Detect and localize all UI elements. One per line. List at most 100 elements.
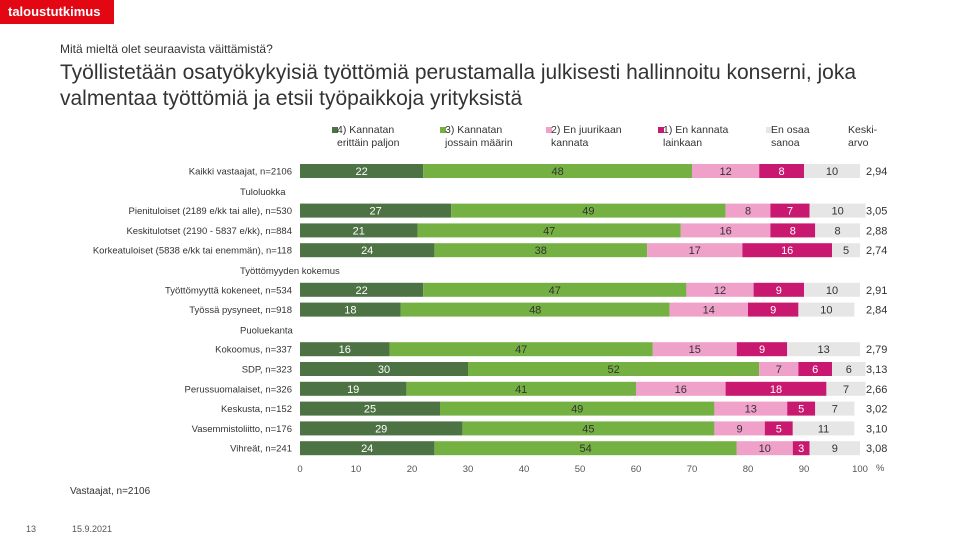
bar-value-label: 47	[543, 225, 555, 237]
bar-segment-s4	[770, 223, 816, 238]
legend-label-s4: lainkaan	[663, 137, 702, 149]
bar-value-label: 3	[798, 443, 804, 455]
bar-value-label: 47	[515, 344, 527, 356]
bar-value-label: 5	[798, 404, 804, 416]
row-label: Vasemmistoliitto, n=176	[192, 424, 292, 435]
bar-segment-s3	[759, 362, 799, 376]
bar-value-label: 54	[579, 443, 591, 455]
bar-value-label: 9	[832, 443, 838, 455]
question-text: Mitä mieltä olet seuraavista väittämistä…	[60, 42, 273, 56]
row-label: Kokoomus, n=337	[215, 345, 292, 356]
bar-value-label: 29	[375, 423, 387, 435]
bar-segment-s2	[440, 401, 715, 416]
row-label: Pienituloiset (2189 e/kk tai alle), n=53…	[129, 206, 292, 217]
row-label: Keskusta, n=152	[221, 404, 292, 415]
bar-segment-s1	[300, 421, 463, 436]
bar-value-label: 22	[355, 166, 367, 178]
chart-title: Työllistetään osatyökykyisiä työttömiä p…	[60, 61, 857, 110]
bar-segment-s1	[300, 282, 424, 297]
bar-value-label: 21	[353, 225, 365, 237]
bar-segment-s1	[300, 164, 424, 178]
bar-value-label: 5	[843, 245, 849, 257]
bar-segment-s4	[792, 441, 810, 456]
bar-segment-s5	[804, 164, 860, 178]
bar-value-label: 41	[515, 384, 527, 396]
brand-logo: taloustutkimus	[0, 0, 114, 24]
mean-header: Keski-	[848, 124, 878, 136]
x-tick-label: 70	[687, 464, 698, 475]
mean-value: 3,02	[866, 404, 887, 416]
bar-value-label: 9	[737, 423, 743, 435]
bar-segment-s4	[787, 401, 816, 416]
bar-segment-s2	[423, 282, 687, 297]
bar-value-label: 6	[812, 364, 818, 376]
group-label: Tuloluokka	[240, 187, 286, 198]
bar-segment-s3	[680, 223, 771, 238]
bar-segment-s3	[647, 243, 743, 258]
bar-value-label: 12	[714, 285, 726, 297]
bar-value-label: 52	[607, 364, 619, 376]
bar-segment-s1	[300, 441, 435, 456]
bar-segment-s5	[792, 421, 855, 436]
bar-segment-s2	[434, 243, 648, 258]
x-tick-label: 90	[799, 464, 810, 475]
bar-segment-s5	[832, 362, 866, 376]
bar-segment-s4	[748, 302, 799, 317]
bar-segment-s1	[300, 381, 407, 396]
bar-value-label: 10	[826, 285, 838, 297]
bar-segment-s3	[692, 164, 760, 178]
mean-value: 2,88	[866, 225, 887, 237]
bar-value-label: 15	[689, 344, 701, 356]
legend-label-s1: erittäin paljon	[337, 137, 400, 149]
legend-swatch-s3	[546, 127, 552, 133]
mean-value: 2,66	[866, 384, 887, 396]
row-label: Perussuomalaiset, n=326	[185, 384, 292, 395]
bar-segment-s2	[417, 223, 681, 238]
mean-value: 2,84	[866, 305, 887, 317]
legend-label-s5: sanoa	[771, 137, 800, 149]
bar-segment-s2	[389, 342, 653, 357]
mean-value: 3,13	[866, 364, 887, 376]
bar-value-label: 49	[582, 206, 594, 218]
bar-value-label: 24	[361, 443, 373, 455]
bar-value-label: 14	[703, 305, 715, 317]
bar-segment-s3	[714, 421, 765, 436]
bar-segment-s1	[300, 401, 440, 416]
bar-value-label: 8	[835, 225, 841, 237]
bar-value-label: 30	[378, 364, 390, 376]
bar-segment-s5	[815, 223, 860, 238]
bar-value-label: 19	[347, 384, 359, 396]
row-label: Työttömyyttä kokeneet, n=534	[165, 285, 292, 296]
bar-value-label: 49	[571, 404, 583, 416]
bar-segment-s2	[462, 421, 715, 436]
legend-swatch-s4	[658, 127, 664, 133]
bar-value-label: 10	[759, 443, 771, 455]
report-date: 15.9.2021	[72, 524, 113, 534]
bar-segment-s5	[832, 243, 860, 258]
bar-segment-s4	[770, 203, 810, 218]
bar-segment-s5	[809, 441, 860, 456]
bar-segment-s5	[826, 381, 866, 396]
legend-label-s2: 3) Kannatan	[445, 124, 502, 136]
bar-segment-s3	[652, 342, 737, 357]
bar-segment-s1	[300, 362, 468, 376]
bar-segment-s2	[468, 362, 760, 376]
x-tick-label: 50	[575, 464, 586, 475]
bar-value-label: 47	[549, 285, 561, 297]
bar-segment-s2	[400, 302, 670, 317]
bar-value-label: 11	[818, 423, 829, 435]
bar-value-label: 9	[759, 344, 765, 356]
x-tick-label: 60	[631, 464, 642, 475]
bar-value-label: 16	[781, 245, 793, 257]
x-tick-label: 0	[297, 464, 302, 475]
row-label: Korkeatuloiset (5838 e/kk tai enemmän), …	[93, 246, 292, 257]
mean-value: 2,91	[866, 285, 887, 297]
bar-segment-s4	[764, 421, 793, 436]
bar-segment-s4	[798, 362, 832, 376]
row-label: Vihreät, n=241	[230, 444, 292, 455]
legend-label-s4: 1) En kannata	[663, 124, 729, 136]
row-label: SDP, n=323	[242, 365, 292, 376]
bar-segment-s3	[669, 302, 748, 317]
page-number: 13	[26, 524, 37, 534]
x-tick-label: 20	[407, 464, 418, 475]
